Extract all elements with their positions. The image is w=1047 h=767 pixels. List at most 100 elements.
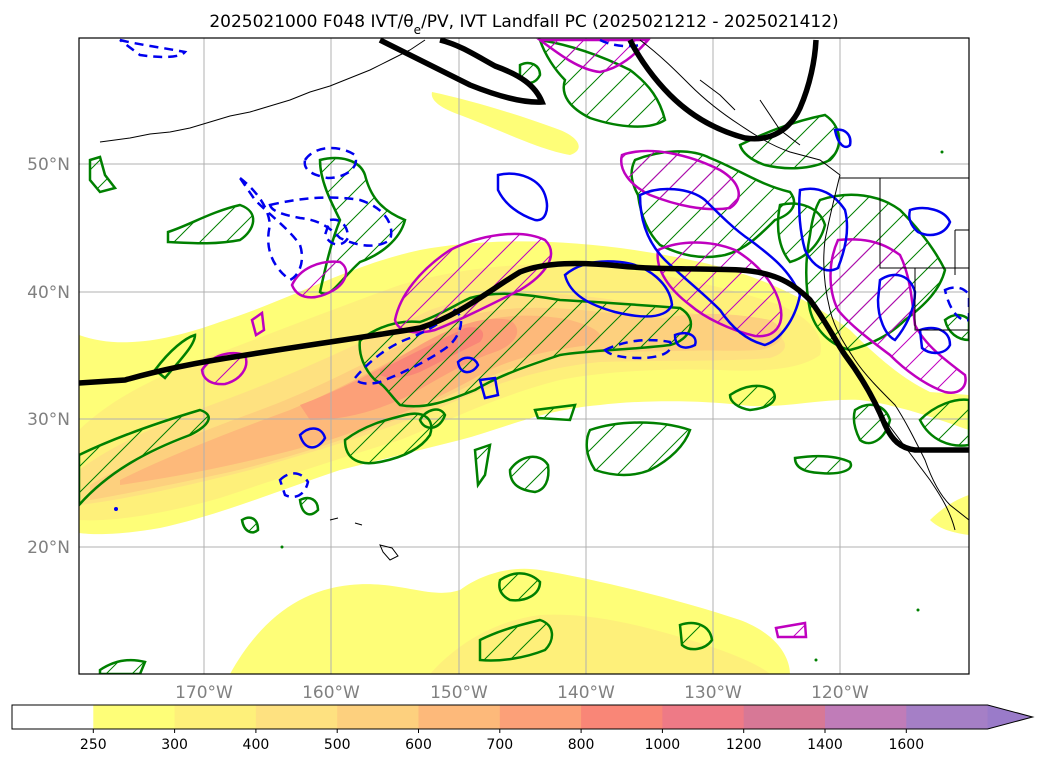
lon-label: 120°W [811, 683, 869, 703]
lat-label: 20°N [27, 538, 70, 558]
colorbar-segment [255, 705, 338, 729]
green-contour [240, 516, 260, 534]
magenta-contour [290, 260, 348, 299]
colorbar-outline [11, 704, 1035, 730]
colorbar-segment [581, 705, 663, 729]
pv-contours [79, 38, 969, 453]
blue-dashed-contour [353, 308, 463, 385]
blue-contour [797, 187, 849, 272]
colorbar-tick-label: 400 [243, 737, 270, 753]
colorbar-segment [93, 705, 176, 729]
pv-contour-northeast [627, 38, 819, 142]
blue-dashed-contour [119, 38, 188, 59]
magenta-contour [619, 149, 740, 211]
blue-contour [918, 326, 952, 355]
state-border [914, 268, 969, 331]
map-panel [79, 38, 969, 674]
blue-contour [298, 427, 327, 449]
blue-dashed-contour [268, 196, 393, 247]
colorbar-tick-label: 600 [405, 737, 432, 753]
green-contour [166, 203, 255, 245]
lat-label: 50°N [27, 155, 70, 175]
lon-label: 140°W [557, 683, 615, 703]
latitude-labels: 50°N 40°N 30°N 20°N [27, 155, 70, 558]
lon-label: 170°W [175, 683, 233, 703]
green-contour [298, 496, 320, 516]
colorbar-segment [174, 705, 257, 729]
colorbar-tick-label: 1200 [726, 737, 762, 753]
green-contour [498, 572, 542, 602]
lon-label: 130°W [684, 683, 742, 703]
blue-dashed-contour [278, 472, 310, 499]
colorbar-tick-label: 800 [568, 737, 595, 753]
green-contour [79, 408, 210, 507]
hawaii-islands [329, 517, 399, 561]
magenta-contour [393, 232, 553, 334]
colorbar-segment [825, 705, 907, 729]
green-contour [88, 155, 118, 194]
colorbar-tick-label: 250 [80, 737, 107, 753]
state-border [879, 178, 969, 269]
green-contour [343, 412, 433, 465]
map-frame [78, 37, 970, 675]
green-contour [728, 384, 776, 412]
magenta-contour [250, 310, 266, 337]
colorbar-segment [499, 705, 582, 729]
magenta-contour [829, 238, 967, 394]
colorbar-segment [337, 705, 419, 729]
green-contour [918, 398, 969, 447]
magenta-contour [536, 38, 651, 74]
blue-dashed-contours [119, 38, 969, 499]
green-contour [508, 455, 550, 494]
green-contour [793, 454, 853, 475]
magenta-pc-contours [200, 38, 967, 639]
figure-title: 2025021000 F048 IVT/θe/PV, IVT Landfall … [209, 12, 838, 37]
colorbar-extend-arrow [987, 705, 1033, 729]
lat-label: 30°N [27, 410, 70, 430]
green-contour [585, 421, 692, 477]
aleutian-chain [99, 39, 426, 143]
alaska-coast [639, 39, 841, 176]
lat-label: 40°N [27, 283, 70, 303]
colorbar-segment [906, 705, 989, 729]
green-contour [418, 408, 447, 429]
green-contour [478, 618, 554, 662]
lon-label: 160°W [302, 683, 360, 703]
blue-contour [908, 206, 952, 237]
blue-dashed-contour [599, 38, 641, 48]
colorbar-tick-label: 1400 [807, 737, 843, 753]
magenta-contour [774, 621, 808, 639]
colorbar-tick-label: 500 [324, 737, 351, 753]
north-america-coast [823, 174, 969, 521]
colorbar: 250 300 400 500 600 700 800 1000 1200 1400 1600 [11, 704, 1035, 753]
blue-contour [496, 172, 549, 222]
blue-contour [456, 356, 480, 374]
blue-contour [638, 187, 802, 347]
blue-contour [833, 128, 852, 149]
magenta-contour [656, 241, 783, 338]
colorbar-tick-label: 1600 [888, 737, 924, 753]
blue-dashed-contour [943, 286, 969, 322]
colorbar-segment [743, 705, 826, 729]
green-contour [533, 403, 577, 422]
blue-contour [673, 331, 697, 349]
green-contour [473, 443, 492, 489]
colorbar-segment [12, 705, 94, 729]
colorbar-segment [662, 705, 745, 729]
pv-contour-main [79, 260, 969, 453]
blue-solid-contours [298, 128, 952, 449]
baja-california [884, 419, 956, 531]
blue-dashed-contour [323, 218, 350, 246]
longitude-labels: 170°W 160°W 150°W 140°W 130°W 120°W [175, 683, 869, 703]
small-markers [280, 150, 944, 662]
ivt-north-strip [431, 92, 579, 155]
lon-label: 150°W [430, 683, 488, 703]
green-contour [318, 156, 407, 295]
colorbar-segment [418, 705, 501, 729]
blue-marker [114, 507, 118, 511]
colorbar-tick-label: 300 [161, 737, 188, 753]
green-contour [98, 658, 147, 674]
colorbar-tick-label: 1000 [645, 737, 681, 753]
blue-dashed-contour [238, 177, 304, 282]
